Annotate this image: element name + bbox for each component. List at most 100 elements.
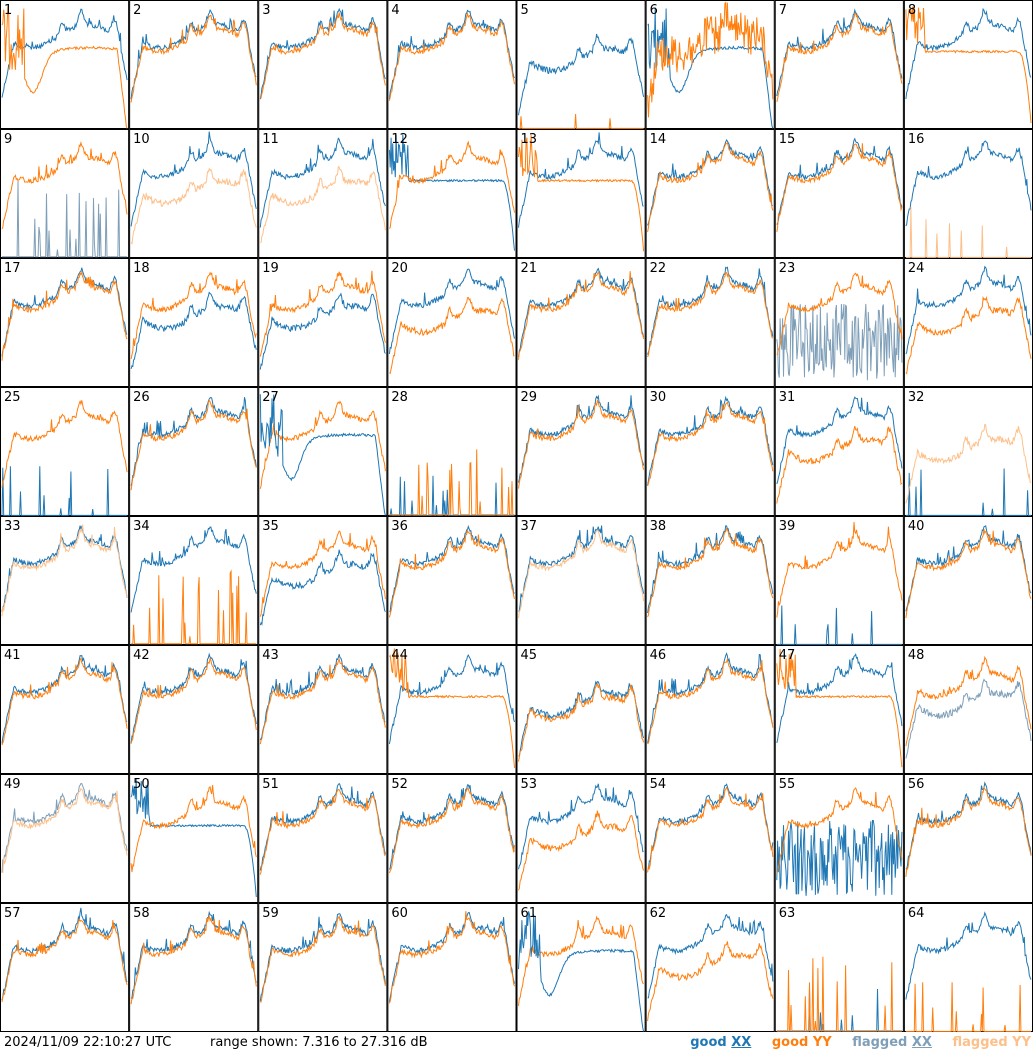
trace-xx-63: [776, 987, 902, 1032]
panel-label-60: 60: [391, 906, 408, 921]
legend-flagged-xx: flagged XX: [852, 1035, 936, 1050]
trace-xx-64: [905, 911, 1032, 1000]
trace-yy-46: [647, 658, 774, 744]
trace-yy-13: [518, 135, 645, 252]
panel-label-55: 55: [779, 777, 796, 792]
trace-yy-34: [131, 569, 257, 645]
trace-xx-55: [776, 820, 903, 896]
antenna-panel-39: 39: [774, 516, 904, 645]
panel-label-33: 33: [4, 519, 21, 534]
trace-xx-18: [130, 291, 257, 369]
trace-yy-54: [647, 786, 774, 873]
trace-yy-14: [647, 141, 774, 233]
panel-frame: [903, 645, 1033, 774]
trace-yy-5: [518, 113, 644, 129]
trace-xx-43: [259, 654, 386, 741]
panel-label-50: 50: [133, 777, 150, 792]
trace-yy-7: [776, 12, 903, 102]
panel-label-30: 30: [650, 390, 667, 405]
trace-xx-32: [905, 468, 1031, 516]
trace-yy-41: [1, 657, 128, 746]
panel-frame: [129, 903, 259, 1032]
trace-xx-50: [130, 778, 257, 898]
panel-frame: [129, 0, 259, 129]
trace-yy-39: [776, 521, 903, 618]
panel-label-49: 49: [4, 777, 21, 792]
panel-label-6: 6: [650, 3, 658, 18]
antenna-panel-33: 33: [0, 516, 130, 645]
trace-yy-43: [259, 657, 386, 745]
legend-flagged-xx-word: flagged: [852, 1035, 908, 1050]
antenna-panel-54: 54: [645, 774, 775, 903]
antenna-panel-61: 61: [516, 903, 646, 1032]
panel-label-36: 36: [391, 519, 408, 534]
panel-frame: [774, 129, 904, 258]
panel-label-43: 43: [262, 648, 279, 663]
panel-frame: [0, 258, 130, 387]
panel-frame: [387, 903, 517, 1032]
trace-xx-48: [905, 678, 1032, 759]
trace-xx-58: [130, 910, 257, 999]
trace-xx-49: [1, 782, 128, 873]
antenna-panel-14: 14: [645, 129, 775, 258]
antenna-panel-63: 63: [774, 903, 904, 1032]
antenna-panel-22: 22: [645, 258, 775, 387]
panel-frame: [774, 0, 904, 129]
trace-xx-57: [1, 907, 128, 1001]
antenna-panel-35: 35: [258, 516, 388, 645]
antenna-panel-32: 32: [903, 387, 1033, 516]
legend-good-xx: good XX: [690, 1035, 756, 1050]
antenna-panel-37: 37: [516, 516, 646, 645]
panel-frame: [258, 516, 388, 645]
antenna-panel-6: 6: [645, 0, 775, 129]
panel-frame: [387, 0, 517, 129]
trace-yy-45: [518, 683, 645, 762]
legend-good-yy-pol: YY: [812, 1035, 832, 1050]
panel-label-53: 53: [521, 777, 538, 792]
panel-frame: [645, 258, 775, 387]
panel-frame: [258, 645, 388, 774]
trace-yy-64: [905, 982, 1031, 1032]
trace-yy-56: [905, 786, 1032, 877]
trace-yy-16: [905, 206, 1031, 258]
trace-xx-28: [389, 475, 515, 516]
trace-yy-22: [647, 271, 774, 358]
panel-label-2: 2: [133, 3, 141, 18]
trace-yy-31: [776, 425, 903, 504]
trace-yy-9: [1, 141, 128, 230]
trace-yy-35: [259, 530, 386, 617]
trace-yy-12: [389, 140, 515, 229]
antenna-panel-7: 7: [774, 0, 904, 129]
trace-xx-41: [1, 654, 128, 744]
trace-yy-49: [1, 787, 128, 874]
trace-xx-15: [776, 137, 903, 225]
panel-label-8: 8: [908, 3, 916, 18]
antenna-panel-41: 41: [0, 645, 130, 774]
antenna-panel-26: 26: [129, 387, 259, 516]
panel-label-26: 26: [133, 390, 150, 405]
panel-label-52: 52: [391, 777, 408, 792]
panel-label-64: 64: [908, 906, 925, 921]
panel-label-44: 44: [391, 648, 408, 663]
antenna-panel-4: 4: [387, 0, 517, 129]
panel-frame: [516, 129, 646, 258]
panel-label-48: 48: [908, 648, 925, 663]
antenna-panel-16: 16: [903, 129, 1033, 258]
panel-frame: [258, 258, 388, 387]
panel-frame: [258, 903, 388, 1032]
trace-yy-63: [776, 956, 902, 1032]
trace-yy-62: [647, 941, 774, 1022]
trace-xx-27: [259, 394, 386, 516]
legend-good-xx-pol: XX: [731, 1035, 752, 1050]
antenna-panel-24: 24: [903, 258, 1033, 387]
antenna-panel-53: 53: [516, 774, 646, 903]
antenna-panel-23: 23: [774, 258, 904, 387]
panel-label-20: 20: [391, 261, 408, 276]
panel-frame: [516, 903, 646, 1032]
range-label: range shown: 7.316 to 27.316 dB: [210, 1035, 428, 1050]
panel-label-23: 23: [779, 261, 796, 276]
antenna-panel-2: 2: [129, 0, 259, 129]
panel-frame: [903, 774, 1033, 903]
panel-label-19: 19: [262, 261, 279, 276]
antenna-panel-18: 18: [129, 258, 259, 387]
